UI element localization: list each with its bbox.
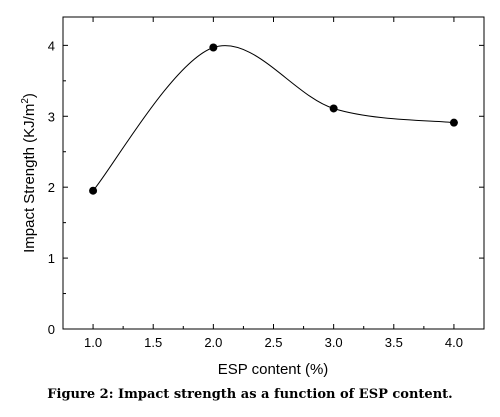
x-axis-title: ESP content (%) [218, 361, 329, 378]
x-tick-label: 1.5 [144, 335, 162, 350]
data-points [89, 43, 458, 195]
y-tick-label: 1 [48, 251, 55, 266]
y-axis-title: Impact Strength (KJ/m2) [20, 93, 38, 253]
x-tick-label: 4.0 [445, 335, 463, 350]
data-point [89, 186, 98, 195]
plot-frame [62, 16, 485, 330]
impact-strength-chart: 1.0 1.5 2.0 2.5 3.0 3.5 4.0 0 1 2 3 4 ESP content … [20, 16, 485, 378]
series-line [92, 45, 454, 192]
y-tick-label: 0 [48, 322, 55, 337]
y-tick-label: 2 [48, 180, 55, 195]
y-tick-label: 3 [48, 109, 55, 124]
x-tick-label: 3.5 [385, 335, 403, 350]
y-tick-label: 4 [48, 38, 55, 53]
x-tick-label: 2.0 [204, 335, 222, 350]
figure-caption: Figure 2: Impact strength as a function … [47, 387, 453, 402]
y-axis-title-main: Impact Strength (KJ/m [21, 104, 38, 253]
x-tick-label: 1.0 [84, 335, 102, 350]
data-point [209, 43, 218, 52]
x-tick-label: 3.0 [325, 335, 343, 350]
x-tick-label: 2.5 [264, 335, 282, 350]
data-point [329, 104, 338, 113]
x-axis-ticks: 1.0 1.5 2.0 2.5 3.0 3.5 4.0 [84, 17, 463, 350]
y-axis-title-close: ) [21, 93, 38, 98]
data-point [449, 118, 458, 127]
y-axis-ticks: 0 1 2 3 4 [48, 38, 484, 337]
y-axis-title-superscript: 2 [20, 98, 31, 104]
